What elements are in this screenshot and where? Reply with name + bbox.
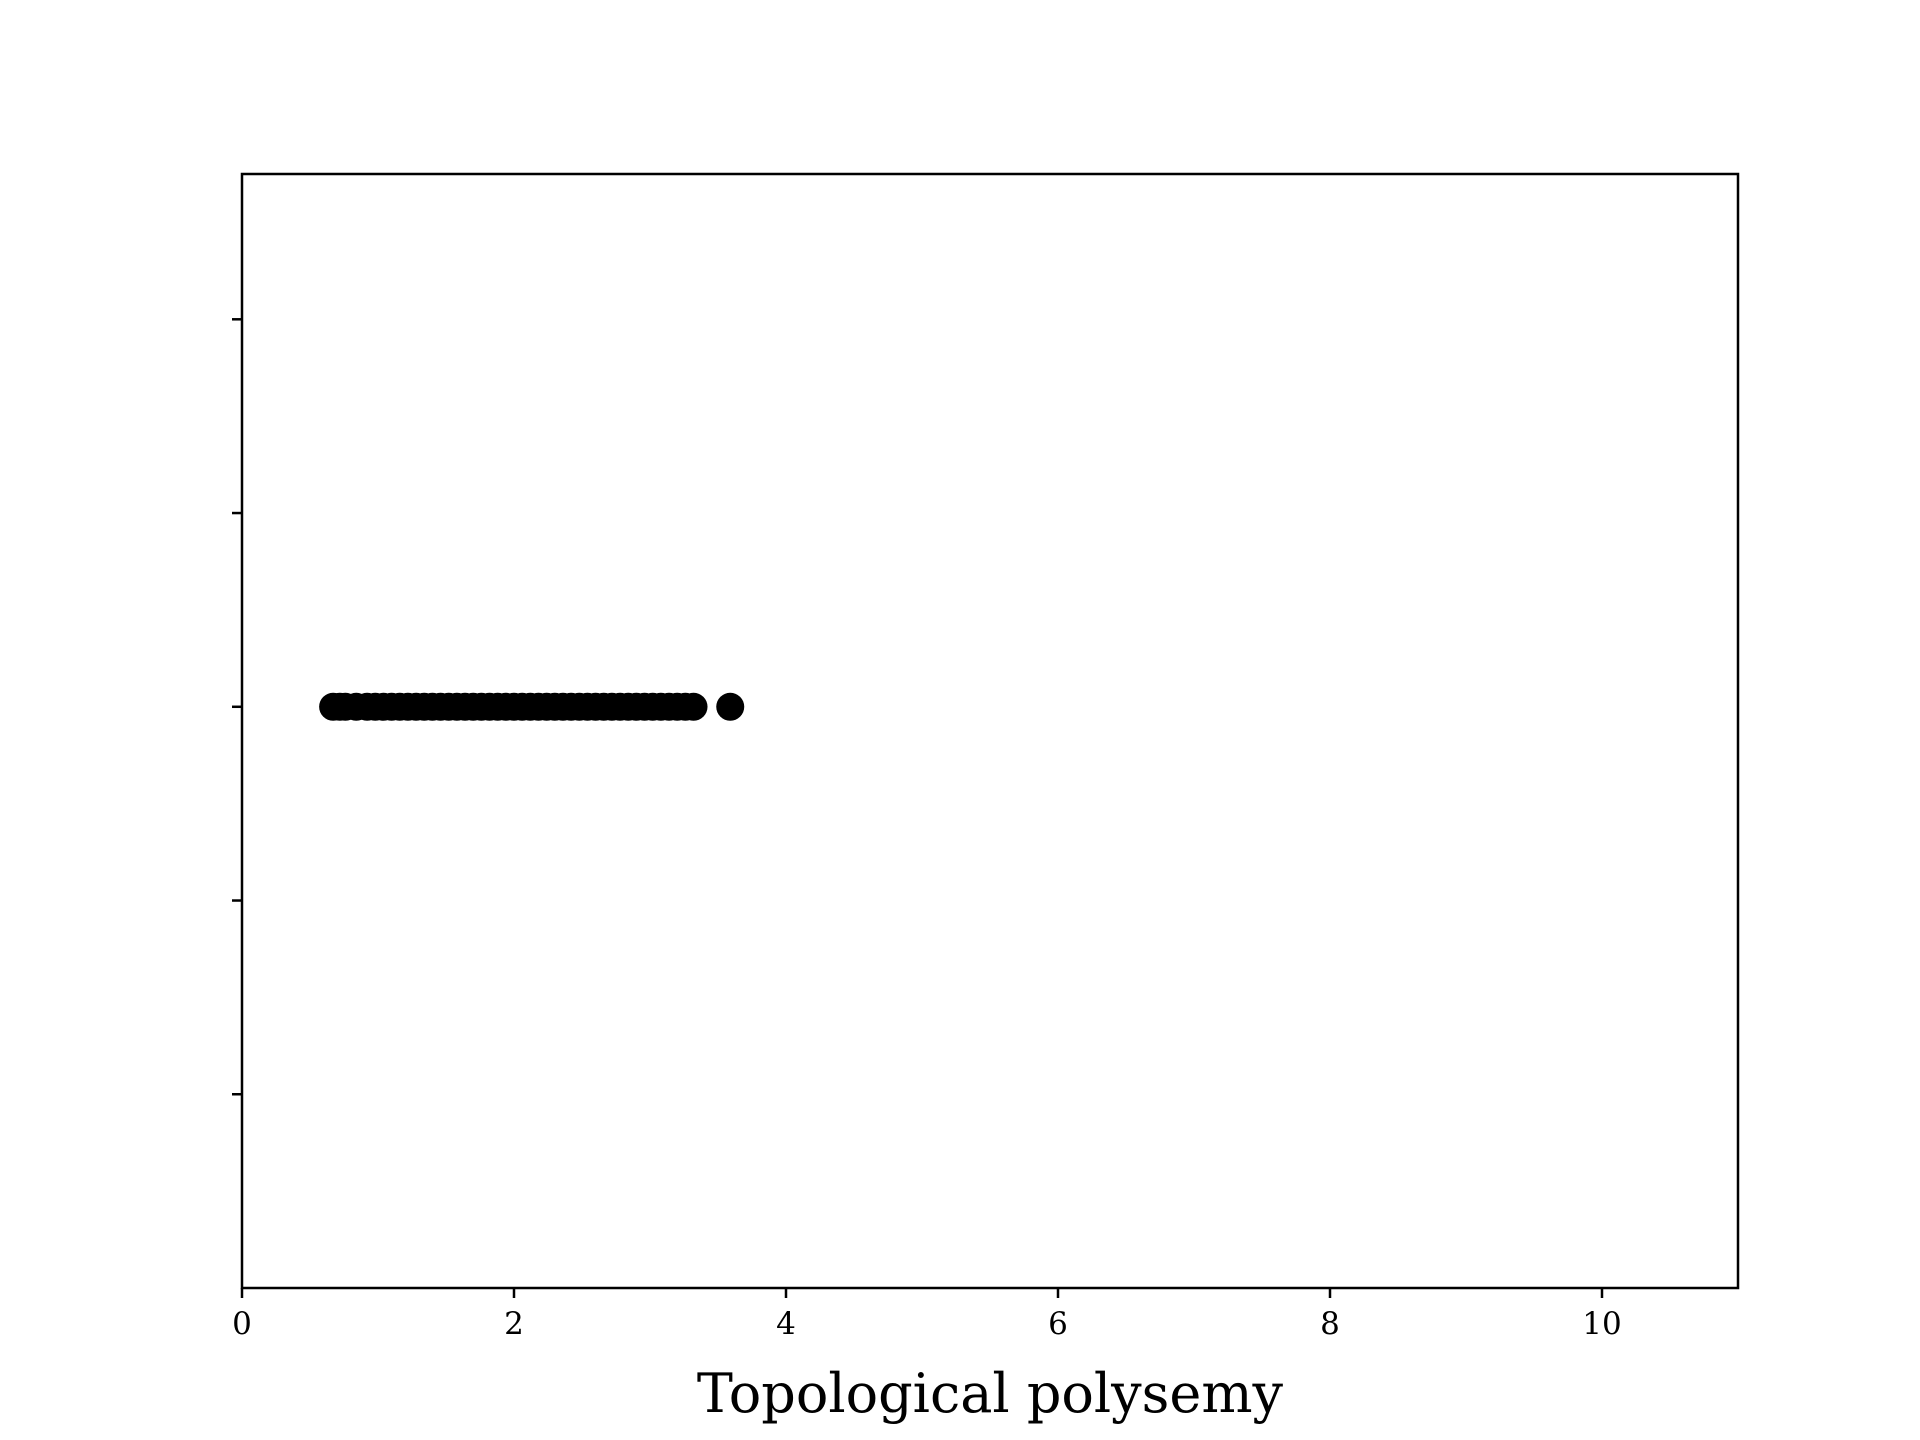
- y-axis: [232, 318, 242, 1096]
- x-tick-label: 4: [776, 1306, 796, 1342]
- x-tick-label: 8: [1320, 1306, 1340, 1342]
- axes-frame: [240, 172, 1740, 1290]
- x-tick-label: 2: [504, 1306, 524, 1342]
- data-point: [716, 692, 745, 721]
- plot-area: [319, 692, 745, 721]
- data-point: [679, 692, 708, 721]
- x-tick-label: 0: [232, 1306, 252, 1342]
- x-axis-title: Topological polysemy: [697, 1362, 1284, 1425]
- x-tick-label: 6: [1048, 1306, 1068, 1342]
- x-axis: 0 2 4 6 8 10: [232, 1288, 1622, 1342]
- x-tick-label: 10: [1582, 1306, 1621, 1342]
